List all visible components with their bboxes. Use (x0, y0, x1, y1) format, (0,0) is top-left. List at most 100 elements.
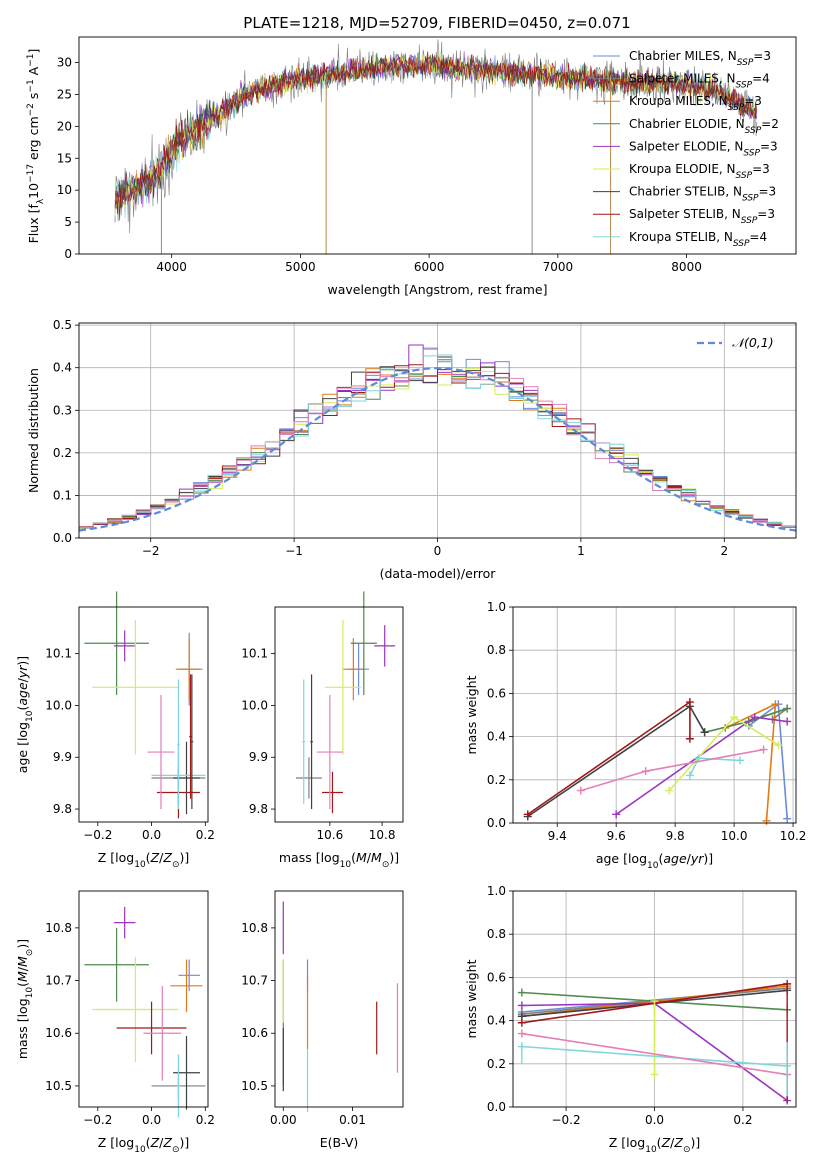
label-part: ⊙ (172, 860, 180, 870)
mass-weight-marker (576, 786, 585, 795)
x-axis-label: Z [log10(Z/Z⊙)] (98, 850, 190, 870)
x-tick-label: 0.2 (733, 1113, 752, 1127)
legend-text: Chabrier ELODIE, N (629, 117, 745, 131)
age-vs-metallicity-panel: −0.2 0.0 0.29.89.910.010.1Z [log10(Z/Z⊙)]a… (15, 591, 215, 870)
residual-histogram-panel: −2 −1 0 1 2 0.0 0.1 0.2 0.3 0.4 0.5 𝒩(0,1) (data-mod… (26, 318, 797, 581)
mass-weight-marker (730, 713, 739, 722)
x-axis-label: mass [log10(M/M⊙)] (279, 850, 399, 870)
label-part: 10 (134, 1145, 146, 1155)
label-part: Z (162, 850, 172, 865)
massweight-vs-metallicity-panel: −0.2 0.0 0.20.00.20.40.60.81.0Z [log10(Z/Z… (464, 884, 797, 1155)
x-tick-label: 9.8 (666, 829, 685, 843)
x-axis-label: Z [log10(Z/Z⊙)] (98, 1135, 190, 1155)
x-tick-label: 9.4 (548, 829, 567, 843)
label-part: 10 (645, 1145, 657, 1155)
label-part: ⊙ (683, 1145, 691, 1155)
y-tick-label: 10.1 (241, 647, 268, 661)
y-tick-label: 25 (57, 87, 72, 101)
histograms (79, 344, 796, 532)
y-tick-label: 9.9 (53, 750, 72, 764)
label-part: Z (150, 850, 160, 865)
label-part: yr (15, 665, 30, 679)
mass-weight-marker (523, 810, 532, 819)
y-tick-label: 0.4 (487, 730, 506, 744)
mass-weight-marker (762, 816, 771, 825)
y-tick-label: 0.5 (53, 318, 72, 332)
x-tick-label: 7000 (543, 260, 574, 274)
axes-frame (78, 36, 797, 255)
mass-weight-marker (700, 728, 709, 737)
x-axis-label: age [log10(age/yr)] (596, 851, 713, 871)
mass-vs-metallicity-panel: −0.2 0.0 0.210.510.610.710.8Z [log10(Z/Z⊙)… (15, 890, 215, 1155)
label-part: −1 (26, 79, 36, 92)
label-part: 10 (340, 860, 352, 870)
legend-entry: Chabrier ELODIE, NSSP=2 (629, 117, 779, 136)
x-tick-label: 0.0 (142, 1113, 161, 1127)
label-part: 10 (25, 710, 35, 722)
x-axis-label: E(B-V) (320, 1135, 359, 1150)
mass-weight-marker (771, 700, 780, 709)
label-part: Z (661, 1135, 671, 1150)
label-part: ⊙ (382, 860, 390, 870)
label-part: A (26, 66, 41, 79)
y-tick-label: 1.0 (487, 884, 506, 898)
label-part: M (15, 956, 30, 967)
label-part: ( (15, 706, 30, 711)
legend-text: Salpeter STELIB, N (629, 207, 741, 221)
label-part: age (15, 682, 30, 706)
mass-vs-ebv-panel: 0.00 0.01 10.5 10.6 10.7 10.8 E(B-V) (241, 890, 404, 1150)
mass-weight-marker (685, 771, 694, 780)
legend-entry: Chabrier MILES, NSSP=3 (629, 49, 771, 68)
legend-sub: SSP (741, 216, 758, 226)
label-part: )] (179, 850, 189, 865)
label-part: )] (703, 851, 713, 866)
legend-sub: SSP (743, 148, 760, 158)
label-part: 10 (647, 861, 659, 871)
x-tick-label: 0.0 (142, 828, 161, 842)
y-tick-label: 9.9 (249, 750, 268, 764)
label-part: −17 (26, 164, 36, 183)
label-part: / (15, 677, 30, 682)
label-part: / (15, 966, 30, 971)
y-tick-label: 0.1 (53, 488, 72, 502)
y-tick-label: 0.4 (53, 361, 72, 375)
mass-weight-marker (783, 814, 792, 823)
mass-weight-marker (517, 988, 526, 997)
label-part: Z (150, 1135, 160, 1150)
legend-text: Kroupa ELODIE, N (629, 162, 736, 176)
mass-weight-marker (774, 741, 783, 750)
normal-reference-curve (79, 367, 796, 532)
x-tick-label: 0.00 (270, 1113, 297, 1127)
legend-entry: Kroupa ELODIE, NSSP=3 (629, 162, 770, 181)
x-tick-label: −1 (285, 544, 303, 558)
legend-sub: SSP (728, 103, 745, 113)
y-axis-label: age [log10(age/yr)] (15, 656, 35, 773)
y-tick-label: 10.8 (241, 921, 268, 935)
label-part: ( (146, 1135, 151, 1150)
y-tick-label: 0.3 (53, 403, 72, 417)
x-tick-label: 10.2 (780, 829, 807, 843)
label-part: / (159, 850, 164, 865)
x-tick-label: 2 (720, 544, 728, 558)
y-tick-label: 30 (57, 56, 72, 70)
x-axis-label: wavelength [Angstrom, rest frame] (327, 282, 547, 297)
histogram-step (79, 354, 796, 529)
legend-text: Salpeter ELODIE, N (629, 139, 743, 153)
y-tick-label: 0.2 (53, 446, 72, 460)
mass-weight-line (521, 1032, 788, 1076)
x-tick-label: −2 (142, 544, 160, 558)
label-part: Z [log (609, 1135, 645, 1150)
x-tick-label: 0.2 (196, 828, 215, 842)
y-tick-label: 0.6 (487, 686, 506, 700)
legend-count: =4 (749, 230, 767, 244)
label-part: )] (690, 1135, 700, 1150)
mass-weight-line (689, 757, 741, 776)
y-tick-label: 0.0 (487, 816, 506, 830)
mass-weight-marker (783, 717, 792, 726)
legend-sub: SSP (742, 194, 759, 204)
label-part: )] (179, 1135, 189, 1150)
y-tick-label: 10.0 (45, 698, 72, 712)
x-tick-label: 0.01 (339, 1113, 366, 1127)
y-tick-label: 10.8 (45, 921, 72, 935)
